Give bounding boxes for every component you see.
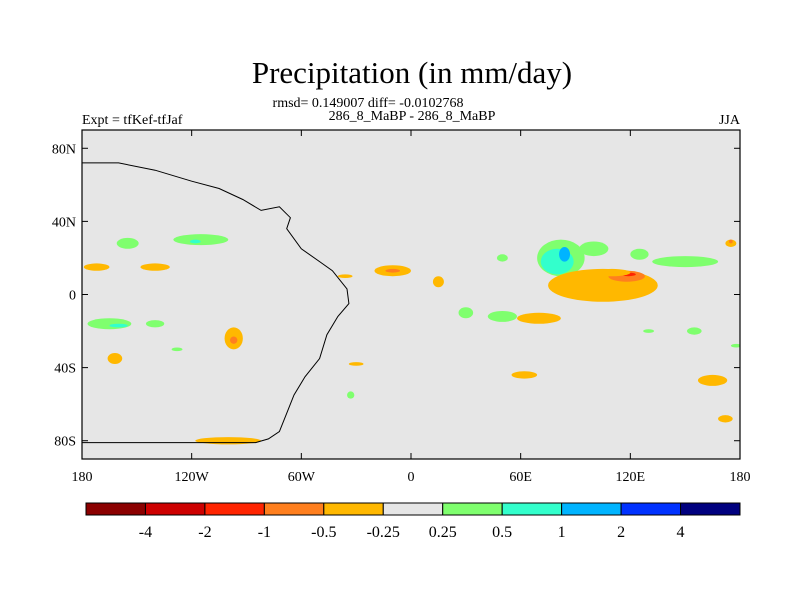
contour-region-15 (337, 274, 353, 279)
colorbar-swatch-8 (561, 502, 622, 516)
x-tick-label-1: 120W (175, 470, 210, 485)
y-tick-label-0: 80N (52, 142, 76, 157)
contour-region-25 (729, 239, 733, 244)
x-tick-label-4: 60E (509, 470, 532, 485)
colorbar-swatch-9 (620, 502, 682, 516)
colorbar-swatch-5 (382, 502, 444, 516)
contour-region-34 (697, 374, 728, 386)
colorbar-label-4: -0.25 (367, 524, 400, 541)
contour-region-3 (189, 239, 201, 244)
colorbar-label-1: -2 (198, 524, 211, 541)
colorbar-swatch-0 (85, 502, 146, 516)
colorbar-label-2: -1 (258, 524, 271, 541)
colorbar-swatch-4 (323, 502, 384, 516)
contour-region-11 (171, 347, 183, 352)
colorbar-label-7: 1 (558, 524, 566, 541)
contour-region-32 (458, 307, 474, 319)
y-tick-label-3: 40S (54, 362, 76, 377)
contour-region-33 (511, 371, 538, 379)
colorbar-label-6: 0.5 (492, 524, 512, 541)
y-tick-label-1: 40N (52, 215, 76, 230)
season-label: JJA (719, 113, 741, 128)
contour-region-31 (487, 310, 518, 322)
colorbar-swatch-7 (501, 502, 563, 516)
y-axis: 80N 40N 0 40S 80S (52, 142, 740, 450)
colorbar-label-3: -0.5 (311, 524, 336, 541)
x-tick-label-3: 0 (408, 470, 415, 485)
contour-region-30 (517, 312, 561, 324)
contour-region-5 (83, 263, 110, 271)
colorbar-label-9: 4 (677, 524, 685, 541)
experiment-label: Expt = tfKef-tfJaf (82, 113, 183, 128)
colorbar-label-0: -4 (139, 524, 152, 541)
colorbar-swatch-3 (263, 502, 325, 516)
y-tick-label-4: 80S (54, 435, 76, 450)
contour-region-37 (348, 362, 364, 366)
contour-region-12 (195, 437, 262, 445)
colorbar-swatch-10 (680, 502, 741, 516)
y-tick-label-2: 0 (69, 289, 76, 304)
contour-region-39 (643, 329, 655, 333)
contour-region-40 (730, 343, 740, 348)
contour-region-20 (559, 246, 571, 262)
contour-region-10 (107, 352, 123, 364)
colorbar-label-5: 0.25 (429, 524, 457, 541)
contour-region-7 (87, 318, 132, 330)
contour-region-6 (140, 263, 170, 271)
chart-title: Precipitation (in mm/day) (252, 55, 572, 90)
contour-region-4 (116, 237, 139, 249)
contour-region-14 (385, 268, 401, 273)
contour-region-35 (718, 415, 733, 423)
coastline (82, 162, 350, 444)
contour-region-24 (725, 239, 737, 247)
contour-region-21 (579, 241, 609, 257)
contour-region-36 (686, 327, 702, 335)
contour-region-23 (652, 256, 719, 268)
stats-line: rmsd= 0.149007 diff= -0.0102768 (273, 96, 464, 111)
contour-region-16 (432, 276, 444, 288)
x-axis: 180 120W 60W 0 60E 120E 180 (72, 130, 751, 485)
contour-region-29 (593, 268, 631, 277)
period-label: 286_8_MaBP - 286_8_MaBP (329, 109, 496, 124)
colorbar-swatch-2 (204, 502, 265, 516)
contour-region-1 (230, 336, 238, 344)
colorbar-swatch-6 (442, 502, 503, 516)
contour-region-22 (630, 248, 649, 260)
x-tick-label-2: 60W (288, 470, 316, 485)
contour-region-38 (347, 391, 355, 399)
x-tick-label-5: 120E (616, 470, 646, 485)
colorbar: -4 -2 -1 -0.5 -0.25 0.25 0.5 1 2 4 (85, 502, 741, 541)
contour-region-8 (109, 323, 128, 328)
contour-region-17 (496, 254, 508, 262)
precipitation-contours (83, 234, 740, 445)
contour-region-2 (173, 234, 229, 246)
contour-region-9 (145, 320, 165, 328)
colorbar-label-8: 2 (617, 524, 625, 541)
x-tick-label-0: 180 (72, 470, 93, 485)
colorbar-swatch-1 (144, 502, 206, 516)
x-tick-label-6: 180 (730, 470, 751, 485)
